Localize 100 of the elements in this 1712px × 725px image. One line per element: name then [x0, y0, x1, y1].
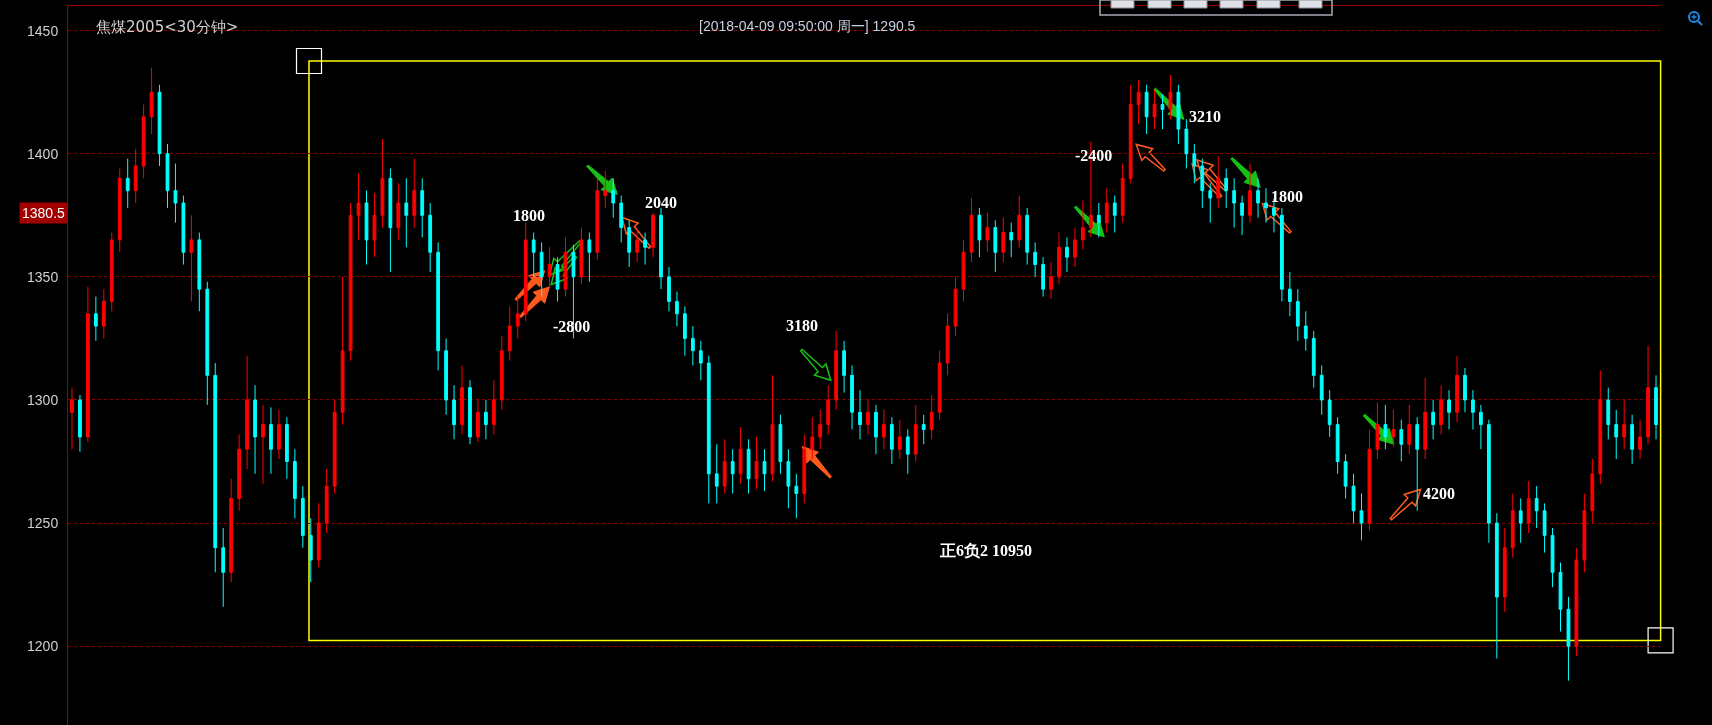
candlestick	[1463, 367, 1467, 413]
candlestick	[1287, 271, 1292, 317]
candlestick	[1614, 409, 1619, 460]
candlestick	[277, 409, 281, 460]
candlestick	[1359, 493, 1364, 541]
candlestick	[1065, 236, 1069, 273]
candlestick	[1033, 241, 1038, 278]
y-tick-label: 1450	[27, 22, 59, 39]
candlestick	[1654, 374, 1658, 440]
candlestick	[460, 365, 464, 435]
candlestick	[388, 168, 393, 273]
candlestick	[762, 448, 767, 492]
candlestick	[1009, 222, 1014, 258]
candlestick	[794, 473, 799, 519]
candlestick	[1590, 458, 1595, 524]
candlestick	[173, 163, 178, 224]
candlestick	[1471, 389, 1475, 431]
candlestick	[515, 296, 520, 339]
candlestick	[802, 433, 807, 504]
candlestick	[1057, 232, 1061, 285]
candlestick	[364, 190, 369, 266]
candlestick	[1208, 182, 1213, 224]
candlestick	[1168, 74, 1173, 120]
text: 1380.5	[22, 205, 66, 221]
candlestick	[595, 177, 600, 261]
candlestick	[850, 365, 854, 431]
candlestick	[786, 448, 791, 509]
annotation: 2040	[645, 194, 677, 211]
candlestick	[1351, 473, 1356, 524]
candlestick	[237, 433, 242, 512]
annotation: 正6负2 10950	[939, 542, 1032, 559]
y-tick-label: 1200	[27, 638, 59, 655]
candlestick	[1136, 79, 1141, 125]
candlestick	[730, 448, 735, 495]
candlestick	[627, 219, 632, 268]
candlestick	[308, 517, 313, 583]
candlestick	[587, 232, 592, 283]
candlestick	[205, 281, 210, 406]
candlestick	[1184, 118, 1189, 170]
candlestick	[1319, 365, 1324, 416]
candlestick	[993, 219, 998, 273]
candlestick	[157, 84, 162, 167]
candlestick	[1582, 493, 1587, 573]
candlestick	[619, 195, 624, 243]
candlestick	[1144, 84, 1149, 135]
annotation: 3180	[786, 317, 818, 334]
candlestick	[109, 232, 114, 312]
candlestick	[1248, 163, 1252, 224]
candlestick	[436, 241, 441, 371]
candlestick	[1526, 480, 1531, 534]
candlestick	[842, 340, 846, 394]
candlestick	[563, 236, 568, 298]
candlestick	[1081, 200, 1085, 251]
candlestick	[977, 207, 982, 258]
candlestick	[253, 384, 257, 475]
candlestick	[292, 448, 297, 519]
candlestick	[1216, 155, 1221, 209]
candlestick	[507, 305, 512, 362]
candlestick	[1367, 429, 1372, 531]
candlestick	[165, 143, 170, 209]
candlestick	[921, 414, 926, 445]
candlestick	[603, 170, 608, 209]
candlestick	[969, 197, 974, 263]
candlestick	[818, 409, 823, 450]
candlestick	[261, 404, 265, 485]
text: [2018-04-09 09:50:00 周一] 1290.5	[699, 18, 916, 34]
candlestick	[1017, 195, 1022, 248]
candlestick	[1224, 168, 1229, 209]
candlestick	[722, 438, 727, 495]
candlestick	[1120, 163, 1125, 224]
candlestick	[484, 399, 488, 440]
candlestick	[420, 177, 425, 238]
candlestick	[1431, 399, 1436, 440]
candlestick	[1383, 404, 1388, 450]
candlestick	[1455, 355, 1459, 423]
candlestick	[770, 374, 775, 482]
candlestick	[1192, 143, 1197, 184]
candlestick	[913, 404, 918, 463]
candlestick	[229, 478, 234, 583]
candlestick	[874, 404, 878, 455]
candlestick	[698, 340, 703, 381]
candlestick	[651, 212, 655, 258]
candlestick	[1200, 158, 1205, 209]
candlestick	[1232, 177, 1237, 229]
y-tick-label: 1350	[27, 268, 59, 285]
candlestick	[1375, 401, 1380, 460]
candlestick	[834, 330, 839, 411]
candlestick	[1327, 389, 1332, 438]
candlestick	[1542, 502, 1547, 554]
candlestick	[125, 158, 130, 209]
candlestick	[1622, 399, 1627, 450]
candlestick	[1518, 497, 1523, 544]
candlestick	[476, 399, 480, 443]
candlestick	[746, 438, 751, 495]
candlestick	[1152, 89, 1157, 130]
candlestick	[1128, 84, 1133, 184]
candlestick	[1439, 384, 1443, 435]
candlestick	[1096, 202, 1101, 238]
candlestick	[1510, 493, 1515, 559]
candlestick	[348, 202, 353, 362]
